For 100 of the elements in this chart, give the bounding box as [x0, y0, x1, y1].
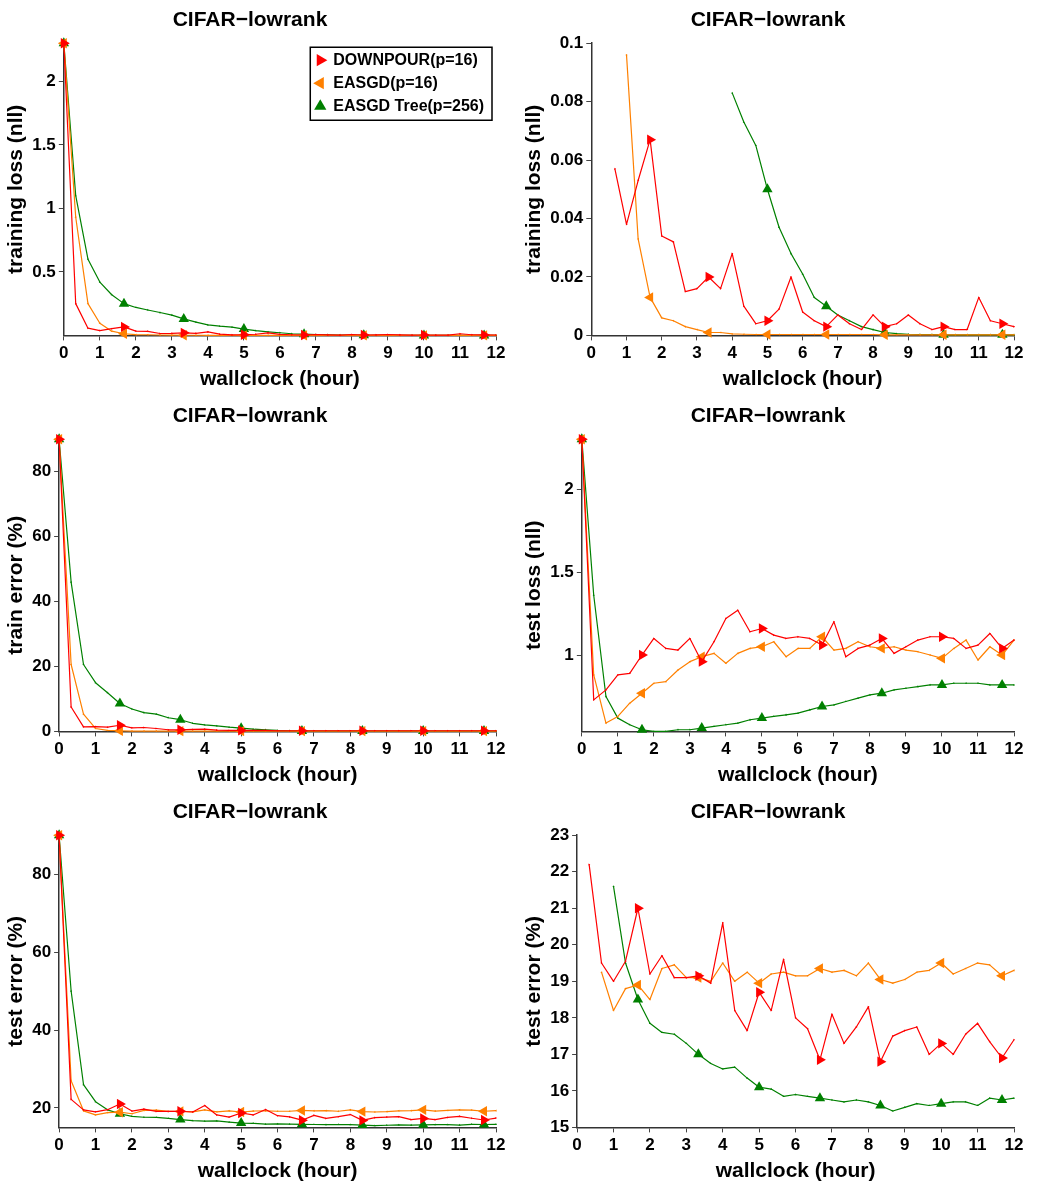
x-tick-label: 2 — [645, 1135, 655, 1155]
x-tick-label: 10 — [413, 1135, 433, 1155]
y-tick-label: 0.02 — [550, 266, 584, 286]
legend-label: EASGD(p=16) — [333, 73, 438, 91]
x-tick-label: 2 — [131, 343, 141, 363]
x-tick-label: 9 — [382, 739, 392, 759]
x-tick-label: 12 — [486, 1135, 506, 1155]
x-tick-label: 5 — [762, 343, 773, 363]
x-tick-label: 12 — [1004, 343, 1024, 363]
y-axis-title: test loss (nll) — [521, 520, 545, 651]
y-tick-label: 2 — [46, 71, 56, 90]
x-tick-label: 3 — [692, 343, 702, 363]
y-tick-label: 19 — [550, 970, 570, 990]
x-tick-label: 1 — [90, 739, 101, 759]
x-tick-label: 11 — [450, 739, 469, 759]
x-tick-label: 5 — [236, 739, 246, 759]
y-tick-label: 40 — [32, 1019, 52, 1039]
x-tick-label: 11 — [450, 1135, 469, 1155]
x-tick-label: 9 — [383, 343, 393, 363]
chart-title: CIFAR−lowrank — [690, 799, 846, 823]
y-tick-label: 21 — [550, 897, 570, 917]
x-tick-label: 4 — [200, 739, 211, 759]
x-tick-label: 8 — [868, 343, 878, 363]
x-tick-label: 12 — [486, 343, 506, 363]
y-tick-label: 0.1 — [559, 32, 584, 52]
y-tick-label: 0 — [41, 721, 52, 741]
x-tick-label: 11 — [968, 739, 987, 759]
y-tick-label: 80 — [32, 863, 52, 883]
y-tick-label: 1 — [564, 644, 574, 664]
x-axis-title: wallclock (hour) — [198, 366, 360, 390]
y-tick-label: 60 — [32, 526, 52, 546]
y-tick-label: 0 — [573, 325, 584, 345]
x-tick-label: 6 — [790, 1135, 801, 1155]
x-tick-label: 1 — [95, 343, 105, 363]
x-axis-title: wallclock (hour) — [714, 1158, 876, 1182]
y-tick-label: 15 — [550, 1117, 570, 1137]
x-tick-label: 5 — [754, 1135, 764, 1155]
x-tick-label: 8 — [345, 1135, 356, 1155]
x-axis-title: wallclock (hour) — [716, 762, 878, 786]
chart-title: CIFAR−lowrank — [172, 799, 328, 823]
x-tick-label: 4 — [718, 1135, 729, 1155]
x-tick-label: 7 — [833, 343, 843, 363]
x-tick-label: 7 — [309, 1135, 319, 1155]
x-tick-label: 5 — [757, 739, 767, 759]
x-tick-label: 11 — [969, 343, 988, 363]
x-tick-label: 8 — [345, 739, 356, 759]
y-tick-label: 0.04 — [550, 208, 584, 228]
x-tick-label: 4 — [200, 1135, 211, 1155]
x-axis-title: wallclock (hour) — [196, 1158, 358, 1182]
y-tick-label: 1 — [46, 198, 56, 218]
x-tick-label: 7 — [311, 343, 321, 363]
y-tick-label: 0.5 — [32, 261, 56, 281]
x-tick-label: 10 — [934, 343, 954, 363]
y-tick-label: 1.5 — [550, 561, 574, 581]
chart-title: CIFAR−lowrank — [172, 7, 328, 31]
y-tick-label: 40 — [32, 591, 52, 611]
y-tick-label: 18 — [550, 1007, 570, 1027]
x-tick-label: 6 — [793, 739, 803, 759]
x-tick-label: 2 — [657, 343, 667, 363]
x-tick-label: 3 — [163, 739, 174, 759]
chart-title: CIFAR−lowrank — [172, 403, 328, 427]
y-tick-label: 23 — [550, 824, 570, 844]
x-tick-label: 2 — [649, 739, 659, 759]
x-tick-label: 3 — [685, 739, 695, 759]
x-tick-label: 5 — [236, 1135, 246, 1155]
y-tick-label: 80 — [32, 461, 52, 481]
x-tick-label: 3 — [167, 343, 177, 363]
x-tick-label: 12 — [1004, 1135, 1024, 1155]
x-tick-label: 7 — [829, 739, 839, 759]
x-tick-label: 4 — [203, 343, 214, 363]
legend-label: DOWNPOUR(p=16) — [333, 50, 478, 68]
y-tick-label: 20 — [32, 1097, 52, 1117]
y-tick-label: 0.06 — [550, 149, 584, 169]
x-tick-label: 9 — [900, 1135, 910, 1155]
x-tick-label: 6 — [275, 343, 285, 363]
x-tick-label: 12 — [1004, 739, 1024, 759]
x-tick-label: 8 — [347, 343, 357, 363]
x-tick-label: 1 — [621, 343, 632, 363]
x-tick-label: 9 — [901, 739, 911, 759]
x-tick-label: 7 — [309, 739, 319, 759]
x-tick-label: 6 — [272, 739, 283, 759]
x-tick-label: 2 — [127, 1135, 137, 1155]
y-tick-label: 0.08 — [550, 91, 584, 111]
y-axis-title: training loss (nll) — [3, 104, 27, 274]
x-tick-label: 8 — [865, 739, 875, 759]
x-axis-title: wallclock (hour) — [721, 366, 883, 390]
x-tick-label: 11 — [968, 1135, 987, 1155]
x-tick-label: 4 — [721, 739, 732, 759]
x-axis-title: wallclock (hour) — [196, 762, 358, 786]
y-axis-title: test error (%) — [3, 915, 27, 1047]
y-tick-label: 60 — [32, 941, 52, 961]
x-tick-label: 1 — [90, 1135, 101, 1155]
x-tick-label: 3 — [681, 1135, 692, 1155]
y-axis-title: train error (%) — [3, 515, 27, 655]
y-tick-label: 17 — [550, 1044, 570, 1064]
y-tick-label: 2 — [564, 478, 574, 498]
x-tick-label: 2 — [127, 739, 137, 759]
x-tick-label: 10 — [414, 343, 434, 363]
x-tick-label: 10 — [931, 1135, 951, 1155]
x-tick-label: 3 — [163, 1135, 174, 1155]
